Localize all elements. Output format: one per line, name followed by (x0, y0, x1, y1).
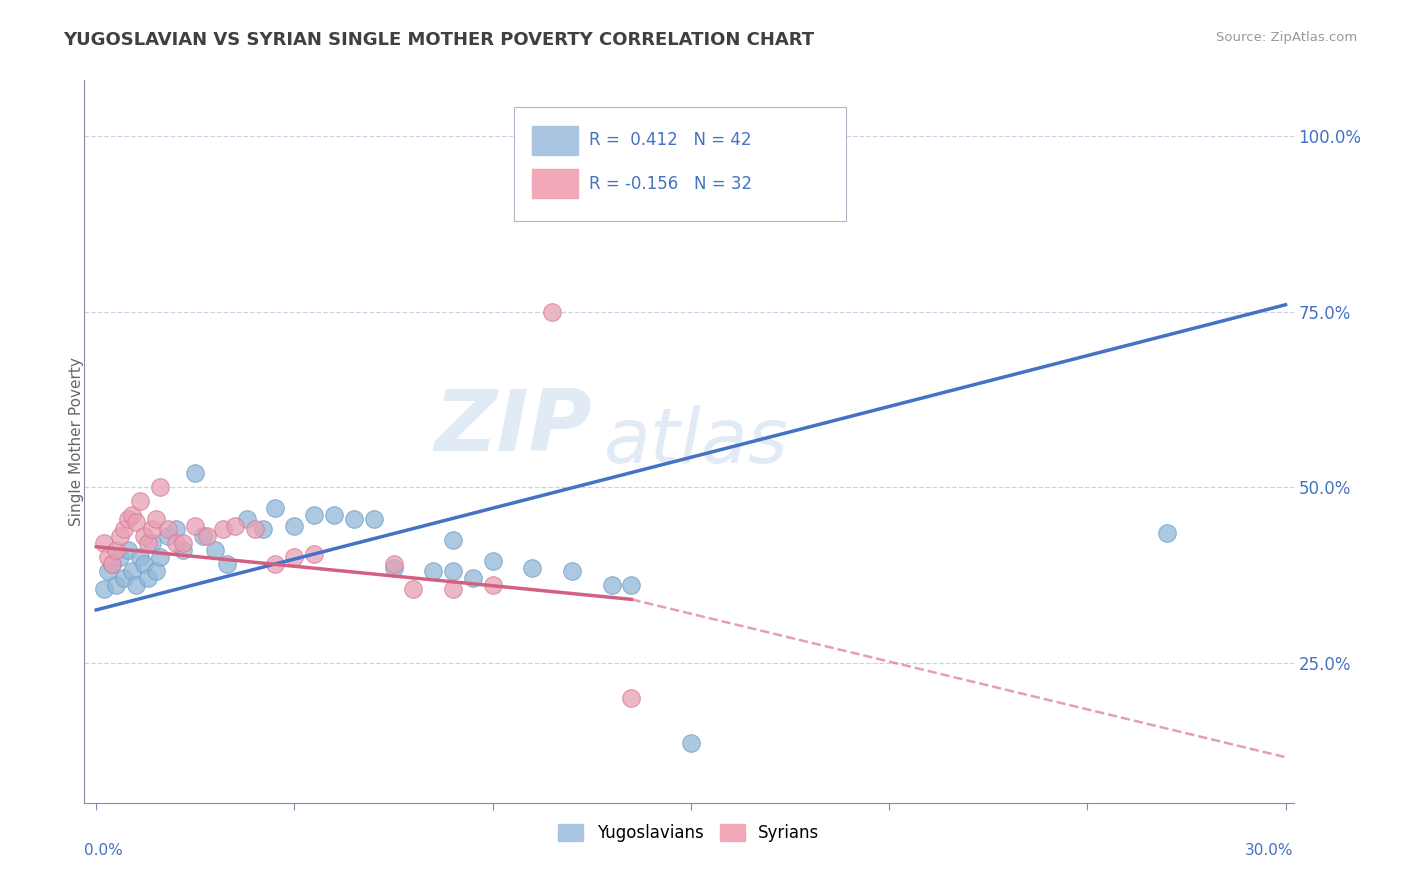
Point (382, 558, 405, 572)
Point (236, 512, 259, 526)
Text: atlas: atlas (605, 405, 789, 478)
Point (441, 564, 464, 578)
Point (304, 547, 326, 561)
Point (108, 529, 131, 543)
Point (117, 512, 139, 526)
Point (620, 578, 643, 592)
Point (112, 571, 135, 585)
Point (165, 522, 187, 536)
Point (105, 543, 128, 558)
Point (145, 512, 167, 526)
Point (193, 529, 215, 543)
Point (541, 305, 564, 319)
Point (461, 571, 484, 585)
Point (283, 550, 305, 565)
Point (212, 522, 235, 536)
Point (363, 512, 385, 526)
Point (121, 508, 143, 523)
Point (128, 494, 150, 508)
Point (481, 578, 503, 592)
Text: Source: ZipAtlas.com: Source: ZipAtlas.com (1216, 31, 1357, 45)
Point (172, 543, 194, 558)
Point (105, 578, 128, 592)
Point (97, 550, 120, 565)
Point (149, 480, 172, 494)
Y-axis label: Single Mother Poverty: Single Mother Poverty (69, 357, 83, 526)
Point (304, 508, 326, 523)
Point (184, 466, 207, 480)
Point (93, 582, 115, 596)
Point (132, 529, 155, 543)
Point (125, 578, 148, 592)
Point (263, 558, 285, 572)
Point (165, 536, 187, 550)
Point (620, 690, 643, 705)
Point (184, 518, 207, 533)
Point (117, 543, 139, 558)
Point (125, 515, 148, 529)
Legend: Yugoslavians, Syrians: Yugoslavians, Syrians (551, 817, 827, 848)
Point (97, 564, 120, 578)
Text: R =  0.412   N = 42: R = 0.412 N = 42 (589, 131, 751, 149)
Point (121, 564, 143, 578)
Point (93, 536, 115, 550)
Point (600, 578, 623, 592)
Point (141, 522, 163, 536)
Point (263, 501, 285, 516)
FancyBboxPatch shape (531, 169, 578, 198)
Text: 30.0%: 30.0% (1246, 843, 1294, 857)
Point (136, 571, 159, 585)
Point (101, 558, 124, 572)
Point (156, 522, 179, 536)
Text: 0.0%: 0.0% (84, 843, 124, 857)
Point (561, 564, 583, 578)
Point (402, 582, 425, 596)
FancyBboxPatch shape (513, 107, 846, 221)
Point (343, 512, 366, 526)
Point (195, 529, 218, 543)
Point (441, 582, 464, 596)
Point (108, 550, 131, 565)
Point (679, 736, 702, 750)
Point (136, 536, 159, 550)
Point (145, 564, 167, 578)
Point (252, 522, 274, 536)
Point (522, 561, 544, 575)
Point (128, 550, 150, 565)
Point (172, 536, 194, 550)
Point (141, 536, 163, 550)
Point (224, 518, 246, 533)
FancyBboxPatch shape (531, 126, 578, 154)
Point (217, 558, 239, 572)
Point (204, 543, 226, 558)
Point (323, 508, 346, 523)
Point (283, 518, 305, 533)
Point (132, 558, 155, 572)
Point (422, 564, 444, 578)
Point (1156, 525, 1178, 540)
Point (481, 554, 503, 568)
Point (149, 550, 172, 565)
Point (243, 522, 266, 536)
Text: ZIP: ZIP (434, 385, 592, 468)
Point (382, 561, 405, 575)
Point (101, 558, 124, 572)
Point (441, 533, 464, 547)
Text: YUGOSLAVIAN VS SYRIAN SINGLE MOTHER POVERTY CORRELATION CHART: YUGOSLAVIAN VS SYRIAN SINGLE MOTHER POVE… (63, 31, 814, 49)
Text: R = -0.156   N = 32: R = -0.156 N = 32 (589, 175, 752, 193)
Point (156, 529, 179, 543)
Point (112, 522, 135, 536)
